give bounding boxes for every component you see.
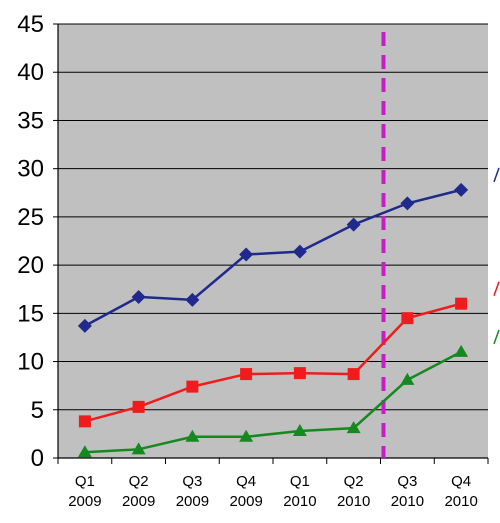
x-tick-label-year: 2009 bbox=[122, 493, 155, 510]
x-tick-label-quarter: Q3 bbox=[397, 473, 417, 490]
series-diamond bbox=[77, 182, 469, 333]
y-axis-ticks: 0 5 10 15 20 25 30 35 40 45 bbox=[17, 11, 58, 472]
data-point bbox=[346, 217, 361, 232]
y-tick-label: 10 bbox=[17, 349, 44, 376]
y-tick-label: 0 bbox=[31, 445, 44, 472]
data-point bbox=[292, 423, 307, 436]
x-tick-label-year: 2009 bbox=[229, 493, 262, 510]
x-axis-ticks: Q1 2009 Q2 2009 Q3 2009 Q4 2009 Q1 2010 Q2 2010 Q3 20… bbox=[57, 458, 489, 510]
x-tick-label-quarter: Q2 bbox=[344, 473, 364, 490]
data-point bbox=[132, 400, 145, 413]
x-tick-label-quarter: Q1 bbox=[290, 473, 310, 490]
y-tick-label: 5 bbox=[31, 397, 44, 424]
y-tick-label: 25 bbox=[17, 204, 44, 231]
data-point bbox=[131, 442, 146, 455]
data-point bbox=[454, 182, 469, 197]
x-tick-label-year: 2010 bbox=[444, 493, 477, 510]
data-point bbox=[77, 445, 92, 458]
leader-mark bbox=[493, 167, 500, 183]
data-point bbox=[454, 344, 469, 357]
plot-area bbox=[58, 24, 488, 458]
data-point bbox=[400, 372, 415, 385]
data-point bbox=[293, 367, 306, 380]
axes bbox=[57, 24, 488, 459]
series-line bbox=[84, 350, 462, 454]
leader-mark bbox=[493, 281, 500, 296]
data-point bbox=[239, 429, 254, 442]
series-line bbox=[84, 188, 462, 327]
series-line bbox=[84, 302, 462, 423]
x-tick-label-year: 2009 bbox=[176, 493, 209, 510]
data-point bbox=[400, 196, 415, 211]
x-tick-label-quarter: Q1 bbox=[75, 473, 95, 490]
y-tick-label: 40 bbox=[17, 59, 44, 86]
data-point bbox=[77, 318, 92, 333]
series-square bbox=[78, 297, 468, 428]
y-tick-label: 15 bbox=[17, 300, 44, 327]
data-point bbox=[185, 429, 200, 442]
data-point bbox=[455, 297, 468, 310]
data-point bbox=[346, 421, 361, 434]
x-tick-label-quarter: Q4 bbox=[236, 473, 256, 490]
y-tick-label: 20 bbox=[17, 252, 44, 279]
data-point bbox=[347, 368, 360, 381]
x-tick-label-year: 2010 bbox=[337, 493, 370, 510]
x-tick-label-quarter: Q3 bbox=[182, 473, 202, 490]
y-tick-label: 45 bbox=[17, 11, 44, 38]
x-tick-label-year: 2010 bbox=[283, 493, 316, 510]
legend-connector-marks bbox=[493, 167, 500, 345]
x-tick-label-quarter: Q4 bbox=[451, 473, 471, 490]
data-point bbox=[239, 247, 254, 262]
data-point bbox=[292, 244, 307, 259]
data-point bbox=[186, 380, 199, 393]
data-point bbox=[185, 292, 200, 307]
data-point bbox=[240, 368, 253, 381]
grid-lines bbox=[58, 23, 488, 411]
x-tick-label-quarter: Q2 bbox=[129, 473, 149, 490]
series-triangle bbox=[77, 344, 469, 458]
y-tick-label: 30 bbox=[17, 156, 44, 183]
series-group bbox=[77, 182, 469, 458]
x-tick-label-year: 2009 bbox=[68, 493, 101, 510]
data-point bbox=[131, 289, 146, 304]
data-point bbox=[401, 312, 414, 325]
data-point bbox=[78, 415, 91, 428]
x-tick-label-year: 2010 bbox=[391, 493, 424, 510]
y-tick-label: 35 bbox=[17, 107, 44, 134]
leader-mark bbox=[493, 329, 500, 345]
